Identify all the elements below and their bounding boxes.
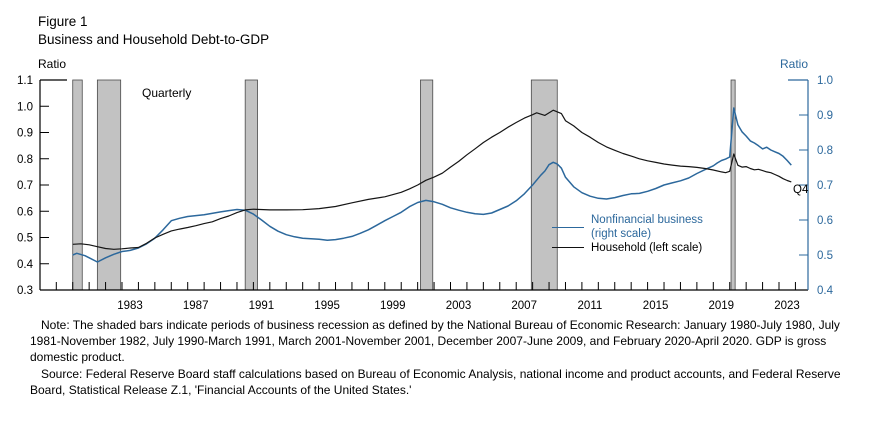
x-tick-label: 1995 [314, 300, 340, 312]
right-axis-tick-label: 0.9 [817, 110, 833, 122]
household-line-swatch [552, 247, 584, 248]
figure-label: Figure 1 [38, 14, 88, 29]
left-axis-tick-label: 0.5 [17, 233, 33, 245]
recession-band [72, 79, 83, 291]
x-tick-label: 2003 [446, 300, 472, 312]
right-axis-tick-label: 0.7 [817, 180, 833, 192]
latest-quarter-label: Q4 [793, 184, 809, 196]
business-line-swatch [552, 227, 584, 228]
recession-band [96, 79, 122, 291]
figure-title: Business and Household Debt-to-GDP [38, 32, 270, 47]
legend-business-line2: (right scale) [591, 227, 652, 240]
recession-band [530, 79, 558, 291]
left-axis-tick-label: 1.0 [17, 101, 33, 113]
left-axis-tick-label: 1.1 [17, 75, 33, 87]
legend-household-label: Household (left scale) [591, 242, 703, 254]
footnotes: Note: The shaded bars indicate periods o… [30, 317, 863, 398]
x-tick-label: 2023 [774, 300, 800, 312]
x-tick-label: 1987 [183, 300, 209, 312]
right-axis-tick-label: 1.0 [817, 75, 833, 87]
recession-band [244, 79, 258, 291]
x-tick-label: 2019 [709, 300, 735, 312]
legend-item-business: Nonfinancial business (right scale) [552, 214, 703, 241]
source-text: Source: Federal Reserve Board staff calc… [30, 366, 841, 397]
household-line [72, 109, 792, 250]
x-tick-label: 1983 [117, 300, 143, 312]
left-axis-tick-label: 0.3 [17, 285, 33, 297]
x-tick-label: 2007 [511, 300, 537, 312]
legend-business-label: Nonfinancial business (right scale) [591, 214, 703, 241]
left-axis-tick-label: 0.8 [17, 154, 33, 166]
x-tick-label: 1991 [249, 300, 275, 312]
legend-business-line1: Nonfinancial business [591, 214, 703, 226]
x-tick-label: 1999 [380, 300, 406, 312]
left-axis-tick-label: 0.6 [17, 206, 33, 218]
legend-item-household: Household (left scale) [552, 241, 703, 256]
left-axis-tick-label: 0.9 [17, 128, 33, 140]
x-tick-label: 2011 [578, 300, 603, 312]
nonfinancial-business-line [72, 107, 792, 263]
right-axis-unit-label: Ratio [779, 57, 808, 71]
right-axis-tick-label: 0.6 [817, 215, 833, 227]
note-text: Note: The shaded bars indicate periods o… [30, 318, 840, 365]
right-axis-tick-label: 0.4 [817, 285, 834, 297]
x-tick-label: 2015 [643, 300, 669, 312]
right-axis-tick-label: 0.8 [817, 145, 833, 157]
frequency-annotation: Quarterly [142, 86, 192, 100]
right-axis-tick-label: 0.5 [817, 250, 833, 262]
left-axis-tick-label: 0.7 [17, 180, 33, 192]
left-axis-tick-label: 0.4 [17, 259, 34, 271]
chart-legend: Nonfinancial business (right scale) Hous… [552, 214, 703, 256]
left-axis-unit-label: Ratio [38, 57, 67, 71]
recession-band [420, 79, 434, 291]
